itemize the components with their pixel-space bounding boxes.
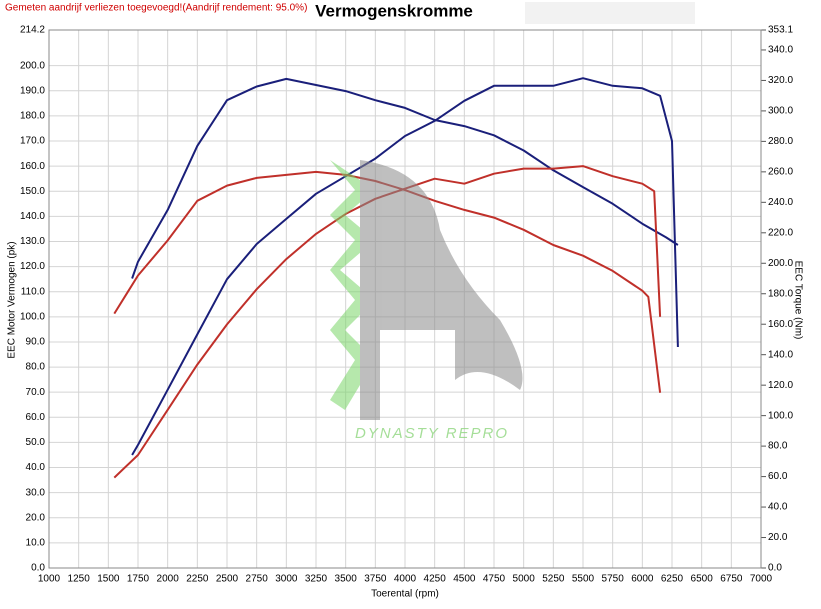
y-tick-label: 140.0 — [20, 211, 45, 222]
x-tick-label: 6000 — [631, 574, 654, 585]
x-tick-label: 3000 — [275, 574, 298, 585]
y2-tick-label: 260.0 — [768, 166, 793, 177]
y2-tick-label: 160.0 — [768, 319, 793, 330]
y2-tick-label: 0.0 — [768, 563, 782, 574]
y-tick-label: 190.0 — [20, 85, 45, 96]
y2-tick-label: 220.0 — [768, 227, 793, 238]
y-tick-label: 100.0 — [20, 311, 45, 322]
y2-tick-label: 180.0 — [768, 288, 793, 299]
y2-tick-label: 120.0 — [768, 380, 793, 391]
x-tick-label: 6750 — [720, 574, 743, 585]
subtitle: Gemeten aandrijf verliezen toegevoegd!(A… — [5, 3, 307, 14]
y2-tick-label: 40.0 — [768, 502, 788, 513]
y2-tick-label: 100.0 — [768, 410, 793, 421]
y2-tick-label: 60.0 — [768, 471, 788, 482]
watermark: DYNASTY REPRO — [355, 425, 509, 442]
x-tick-label: 5500 — [572, 574, 595, 585]
y-tick-label: 214.2 — [20, 25, 45, 36]
y-axis-label: EEC Motor Vermogen (pk) — [7, 241, 18, 358]
y-tick-label: 160.0 — [20, 161, 45, 172]
chart-title: Vermogenskromme — [315, 1, 473, 20]
y2-tick-label: 320.0 — [768, 75, 793, 86]
y-tick-label: 120.0 — [20, 261, 45, 272]
y-tick-label: 60.0 — [26, 412, 46, 423]
x-tick-label: 3500 — [335, 574, 358, 585]
y2-tick-label: 340.0 — [768, 45, 793, 56]
y2-tick-label: 80.0 — [768, 441, 788, 452]
x-tick-label: 1750 — [127, 574, 150, 585]
y-tick-label: 130.0 — [20, 236, 45, 247]
x-tick-label: 1000 — [38, 574, 61, 585]
y2-tick-label: 20.0 — [768, 532, 788, 543]
x-tick-label: 7000 — [750, 574, 773, 585]
plot-border — [48, 29, 762, 569]
y-tick-label: 180.0 — [20, 111, 45, 122]
y-tick-label: 50.0 — [26, 437, 46, 448]
y2-axis-label: EEC Torque (Nm) — [792, 261, 803, 340]
x-tick-label: 6500 — [691, 574, 714, 585]
x-tick-label: 5250 — [542, 574, 565, 585]
y2-tick-label: 140.0 — [768, 349, 793, 360]
y-tick-label: 30.0 — [26, 487, 46, 498]
y-tick-label: 40.0 — [26, 462, 46, 473]
series-line — [131, 77, 679, 279]
x-tick-label: 5750 — [602, 574, 625, 585]
y2-tick-label: 240.0 — [768, 197, 793, 208]
x-tick-label: 3750 — [364, 574, 387, 585]
y-tick-label: 170.0 — [20, 136, 45, 147]
y-tick-label: 200.0 — [20, 60, 45, 71]
x-axis-label: Toerental (rpm) — [371, 589, 439, 600]
x-tick-label: 1500 — [97, 574, 120, 585]
x-tick-label: 4500 — [453, 574, 476, 585]
x-tick-label: 6250 — [661, 574, 684, 585]
x-tick-label: 2000 — [157, 574, 180, 585]
y-tick-label: 110.0 — [21, 286, 46, 297]
x-tick-label: 5000 — [513, 574, 536, 585]
y2-tick-label: 353.1 — [768, 25, 793, 36]
x-tick-label: 3250 — [305, 574, 328, 585]
x-tick-label: 4000 — [394, 574, 417, 585]
x-tick-label: 2750 — [246, 574, 269, 585]
x-tick-label: 1250 — [68, 574, 91, 585]
header-box — [525, 2, 695, 24]
y-tick-label: 10.0 — [26, 538, 46, 549]
x-tick-label: 4250 — [424, 574, 447, 585]
x-tick-label: 2500 — [216, 574, 239, 585]
y-tick-label: 70.0 — [26, 387, 46, 398]
y-tick-label: 0.0 — [31, 563, 45, 574]
watermark-logo — [330, 160, 523, 420]
y2-tick-label: 300.0 — [768, 106, 793, 117]
y2-tick-label: 200.0 — [768, 258, 793, 269]
x-tick-label: 4750 — [483, 574, 506, 585]
x-tick-label: 2250 — [186, 574, 209, 585]
y-tick-label: 80.0 — [26, 362, 46, 373]
y-tick-label: 150.0 — [20, 186, 45, 197]
y-tick-label: 20.0 — [26, 512, 46, 523]
series-line — [131, 77, 679, 456]
y-tick-label: 90.0 — [26, 337, 46, 348]
y2-tick-label: 280.0 — [768, 136, 793, 147]
